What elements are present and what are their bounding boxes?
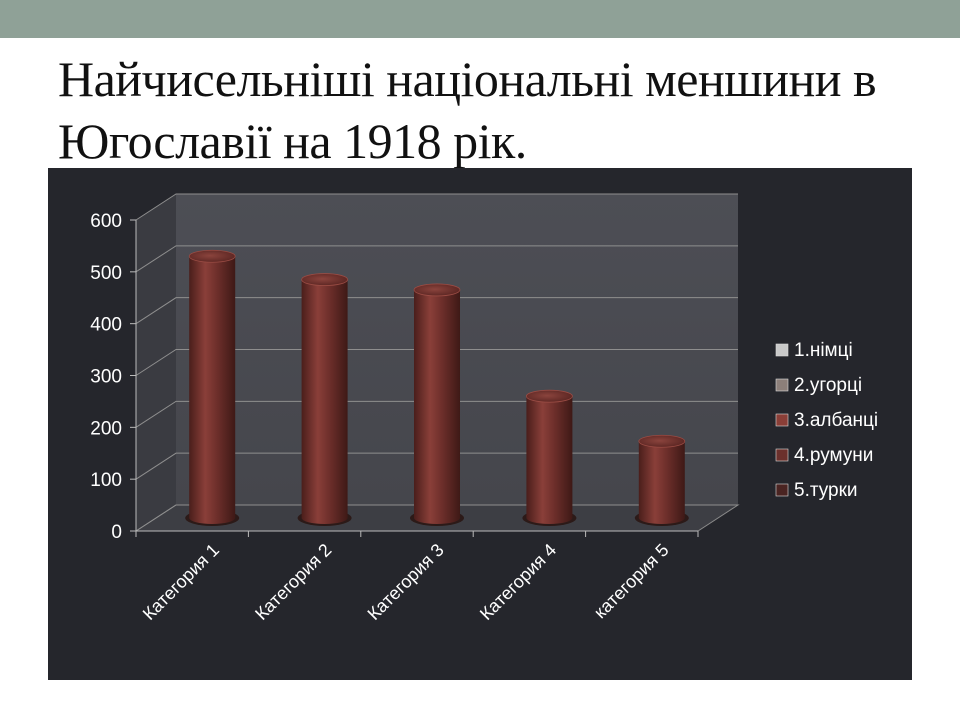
legend-label: 4.румуни bbox=[794, 445, 873, 466]
legend-label: 5.турки bbox=[794, 480, 858, 501]
legend-swatch bbox=[775, 343, 789, 357]
gridline bbox=[135, 245, 738, 273]
category-label: Категория 3 bbox=[364, 540, 448, 624]
legend-label: 2.угорці bbox=[794, 375, 862, 396]
bar-body bbox=[189, 256, 236, 524]
bar-top bbox=[525, 389, 573, 403]
gridline bbox=[135, 193, 738, 221]
category-label: Категория 2 bbox=[251, 540, 335, 624]
legend-swatch bbox=[775, 448, 789, 462]
bar-4 bbox=[522, 389, 577, 526]
category-label: Категория 4 bbox=[476, 540, 560, 624]
y-tick-label: 200 bbox=[90, 418, 122, 439]
bar-body bbox=[526, 396, 573, 524]
top-decorative-band bbox=[0, 0, 960, 38]
y-tick-label: 0 bbox=[111, 522, 122, 543]
bar-body bbox=[301, 279, 348, 524]
bar-top bbox=[188, 249, 236, 263]
legend-swatch bbox=[775, 413, 789, 427]
bar-chart: 0 100 200 300 400 500 600 Категория 1 Категория… bbox=[90, 193, 878, 624]
bar-body bbox=[414, 289, 460, 524]
y-tick-label: 600 bbox=[90, 211, 122, 232]
slide-title: Найчисельніші національні меншини в Югос… bbox=[58, 51, 877, 169]
bar-top bbox=[638, 434, 686, 448]
bar-body bbox=[638, 441, 685, 524]
bar-2 bbox=[297, 273, 352, 526]
legend-label: 3.албанці bbox=[794, 410, 878, 431]
y-tick-label: 500 bbox=[90, 263, 122, 284]
bar-1 bbox=[185, 249, 240, 526]
bar-top bbox=[301, 273, 349, 286]
bar-3 bbox=[410, 283, 464, 526]
chart-area: 0 100 200 300 400 500 600 Категория 1 Категория… bbox=[48, 168, 912, 680]
category-label: категория 5 bbox=[590, 540, 673, 623]
bar-top bbox=[413, 283, 461, 297]
y-tick-label: 300 bbox=[90, 367, 122, 388]
gridline bbox=[135, 297, 738, 325]
y-tick-label: 100 bbox=[90, 470, 122, 491]
legend-swatch bbox=[775, 483, 789, 497]
legend-label: 1.німці bbox=[794, 340, 853, 361]
legend-swatch bbox=[775, 378, 789, 392]
bar-5 bbox=[634, 434, 689, 526]
y-tick-label: 400 bbox=[90, 315, 122, 336]
category-label: Категория 1 bbox=[139, 540, 223, 624]
gridline bbox=[135, 349, 738, 376]
